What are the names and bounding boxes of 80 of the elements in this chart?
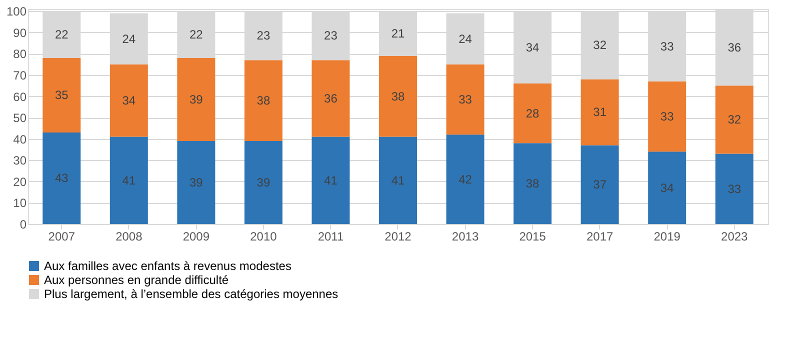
legend-label: Aux familles avec enfants à revenus modestes bbox=[44, 259, 292, 273]
data-label: 33 bbox=[458, 92, 472, 106]
data-label: 42 bbox=[458, 172, 472, 186]
y-tick-label: 30 bbox=[13, 154, 27, 168]
data-label: 23 bbox=[324, 28, 338, 43]
data-label: 36 bbox=[728, 40, 742, 54]
x-tick-label: 2010 bbox=[250, 230, 278, 244]
data-label: 39 bbox=[190, 175, 204, 190]
bar bbox=[312, 136, 350, 224]
y-tick-label: 20 bbox=[13, 174, 27, 189]
bar bbox=[312, 60, 350, 137]
x-tick-label: 2007 bbox=[48, 230, 76, 244]
data-label: 33 bbox=[660, 110, 674, 124]
data-label: 35 bbox=[54, 88, 69, 102]
bar bbox=[715, 86, 754, 154]
data-label: 38 bbox=[256, 94, 270, 108]
data-label: 39 bbox=[190, 92, 204, 106]
y-tick-label: 100 bbox=[6, 4, 27, 19]
x-tick-label: 2023 bbox=[721, 230, 748, 244]
x-tick-label: 2008 bbox=[116, 230, 143, 244]
data-label: 32 bbox=[593, 38, 607, 52]
data-label: 39 bbox=[256, 175, 270, 190]
x-tick-label: 2019 bbox=[654, 230, 681, 244]
data-label: 38 bbox=[391, 89, 405, 104]
bar bbox=[648, 152, 686, 224]
bar bbox=[110, 136, 148, 224]
data-label: 41 bbox=[122, 173, 136, 188]
legend-label: Aux personnes en grande difficulté bbox=[44, 273, 229, 287]
y-tick-label: 50 bbox=[13, 111, 27, 126]
x-tick-label: 2009 bbox=[182, 230, 210, 244]
data-label: 37 bbox=[593, 178, 607, 192]
data-label: 23 bbox=[256, 28, 270, 43]
bar bbox=[244, 140, 282, 224]
legend-label: Plus largement, à l’ensemble des catégories moyennes bbox=[44, 287, 338, 301]
data-label: 34 bbox=[122, 94, 136, 108]
bar bbox=[244, 60, 282, 141]
bar bbox=[648, 81, 686, 152]
data-label: 24 bbox=[122, 32, 136, 46]
bar bbox=[446, 64, 484, 135]
data-label: 28 bbox=[526, 106, 540, 120]
data-label: 41 bbox=[391, 173, 405, 188]
bar bbox=[379, 56, 417, 137]
bar bbox=[514, 84, 552, 144]
y-tick-label: 90 bbox=[13, 26, 27, 40]
data-label: 32 bbox=[728, 112, 742, 127]
bar bbox=[715, 154, 754, 224]
data-label: 41 bbox=[324, 173, 338, 188]
bar bbox=[42, 132, 81, 224]
data-label: 43 bbox=[54, 171, 69, 186]
y-tick-label: 80 bbox=[13, 47, 27, 62]
bar bbox=[379, 136, 417, 224]
data-label: 33 bbox=[728, 182, 742, 196]
data-label: 21 bbox=[391, 26, 405, 40]
data-label: 33 bbox=[660, 39, 674, 54]
bar bbox=[446, 134, 484, 224]
data-label: 22 bbox=[54, 28, 69, 42]
data-label: 34 bbox=[660, 180, 674, 195]
x-tick-label: 2012 bbox=[384, 230, 412, 244]
x-tick-label: 2013 bbox=[452, 230, 479, 244]
data-label: 38 bbox=[526, 176, 540, 191]
bar bbox=[514, 143, 552, 224]
x-tick-label: 2011 bbox=[318, 230, 344, 244]
data-label: 24 bbox=[458, 32, 472, 46]
x-tick-label: 2017 bbox=[586, 230, 614, 244]
data-label: 31 bbox=[593, 105, 607, 120]
data-label: 22 bbox=[190, 28, 204, 42]
bar bbox=[580, 145, 619, 224]
y-tick-label: 0 bbox=[20, 218, 27, 232]
bar bbox=[110, 64, 148, 137]
y-tick-label: 40 bbox=[13, 132, 27, 146]
data-label: 34 bbox=[526, 40, 540, 54]
bar bbox=[580, 79, 619, 146]
bar bbox=[42, 58, 81, 132]
data-label: 36 bbox=[324, 91, 338, 106]
y-tick-label: 10 bbox=[13, 196, 27, 210]
bar bbox=[177, 58, 216, 141]
x-tick-label: 2015 bbox=[519, 230, 546, 244]
bar bbox=[177, 140, 216, 224]
y-tick-label: 70 bbox=[13, 68, 27, 82]
y-tick-label: 60 bbox=[13, 90, 27, 104]
